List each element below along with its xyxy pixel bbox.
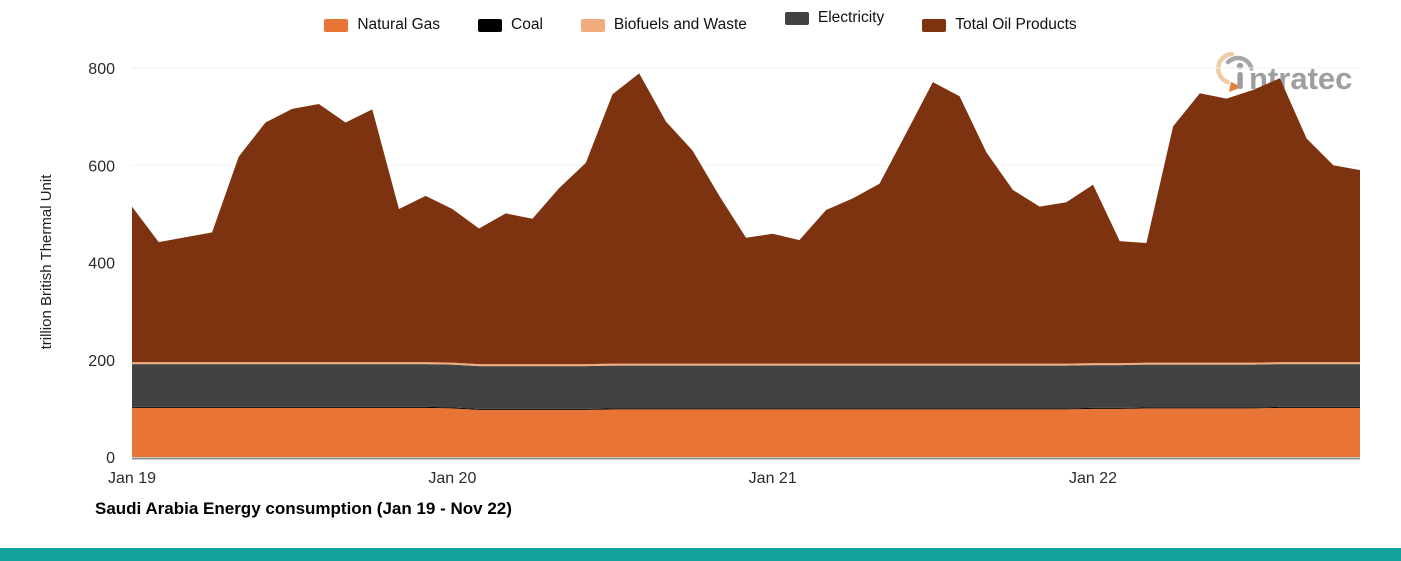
legend-label: Electricity: [817, 9, 885, 26]
svg-text:400: 400: [88, 256, 115, 273]
legend-item-electricity[interactable]: Electricity: [784, 9, 885, 27]
intratec-logo[interactable]: ntratec: [1213, 42, 1365, 104]
legend-label: Coal: [511, 16, 543, 33]
legend-label: Natural Gas: [357, 16, 441, 33]
svg-text:200: 200: [88, 353, 115, 370]
legend-label: Total Oil Products: [955, 16, 1077, 33]
natural-gas-swatch-icon: [324, 18, 349, 32]
legend-label: Biofuels and Waste: [613, 16, 747, 33]
svg-text:800: 800: [88, 61, 115, 78]
legend-item-coal[interactable]: Coal: [478, 16, 543, 34]
svg-text:600: 600: [88, 158, 115, 175]
y-axis-title: trillion British Thermal Unit: [38, 174, 55, 350]
svg-text:0: 0: [106, 450, 115, 467]
svg-text:Jan 22: Jan 22: [1069, 470, 1117, 487]
legend-item-natural-gas[interactable]: Natural Gas: [324, 16, 440, 34]
electricity-swatch-icon: [784, 11, 809, 25]
total-oil-products-swatch-icon: [922, 18, 947, 32]
coal-swatch-icon: [478, 18, 503, 32]
chart-legend: Natural Gas Coal Biofuels and Waste Elec…: [0, 9, 1401, 34]
svg-text:Jan 20: Jan 20: [428, 470, 476, 487]
footer-bar: [0, 548, 1401, 561]
legend-item-total-oil-products[interactable]: Total Oil Products: [922, 16, 1077, 34]
svg-text:Jan 19: Jan 19: [108, 470, 156, 487]
legend-item-biofuels[interactable]: Biofuels and Waste: [580, 16, 747, 34]
intratec-logo-icon: ntratec: [1216, 51, 1352, 96]
svg-text:Jan 21: Jan 21: [749, 470, 797, 487]
biofuels-swatch-icon: [580, 18, 605, 32]
chart-title: Saudi Arabia Energy consumption (Jan 19 …: [95, 499, 512, 518]
